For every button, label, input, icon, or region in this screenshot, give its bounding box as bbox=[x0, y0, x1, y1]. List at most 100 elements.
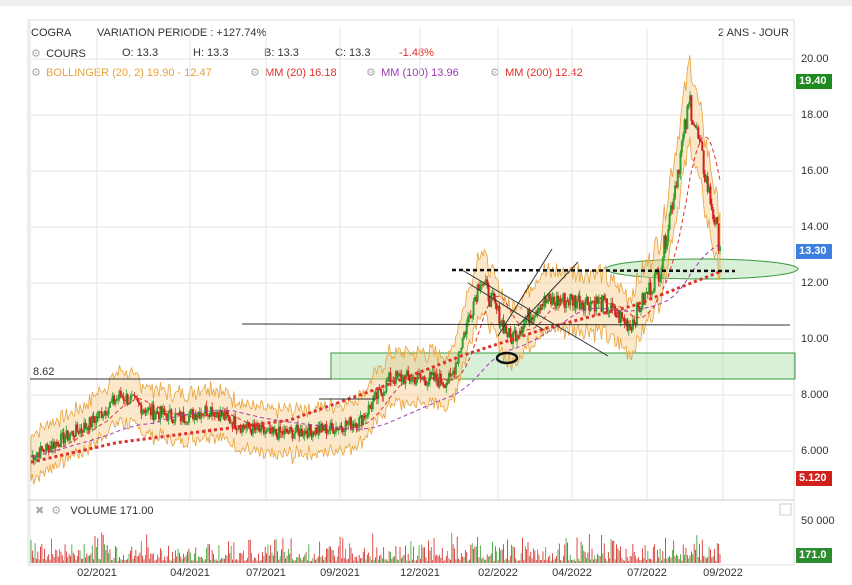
candle-body bbox=[460, 347, 463, 352]
candle-body bbox=[693, 124, 696, 126]
candle-body bbox=[627, 324, 630, 331]
gear-icon[interactable]: ⚙ bbox=[31, 67, 41, 79]
x-tick-label: 02/2021 bbox=[77, 567, 117, 579]
candle-body bbox=[539, 307, 542, 311]
candle-body bbox=[527, 309, 530, 319]
candle-body bbox=[687, 104, 690, 106]
candle-body bbox=[610, 303, 613, 312]
candle-body bbox=[283, 429, 286, 435]
gear-icon[interactable]: ⚙ bbox=[31, 48, 41, 60]
candle-body bbox=[39, 446, 42, 458]
candle-body bbox=[118, 390, 121, 399]
candle-body bbox=[213, 411, 216, 418]
candle-body bbox=[73, 436, 76, 438]
candle-body bbox=[192, 409, 195, 420]
candle-body bbox=[580, 302, 583, 310]
candle-body bbox=[498, 305, 501, 326]
candle-body bbox=[68, 436, 71, 441]
candle-body bbox=[373, 395, 376, 402]
variation-label: VARIATION PERIODE : +127.74% bbox=[97, 27, 267, 39]
candle-body bbox=[522, 322, 525, 329]
candle-body bbox=[281, 431, 284, 435]
candle-body bbox=[457, 353, 460, 364]
candle-body bbox=[415, 379, 418, 385]
x-tick-label: 07/2021 bbox=[246, 567, 286, 579]
candle-body bbox=[450, 374, 453, 376]
candle-body bbox=[227, 414, 230, 417]
candle-body bbox=[201, 413, 204, 416]
candle-body bbox=[370, 406, 373, 410]
candle-body bbox=[93, 420, 96, 424]
candle-body bbox=[605, 298, 608, 313]
candle-body bbox=[719, 246, 721, 251]
candle-body bbox=[599, 297, 602, 299]
candle-body bbox=[582, 305, 585, 311]
candle-body bbox=[669, 205, 672, 215]
candle-body bbox=[645, 291, 648, 293]
candle-body bbox=[194, 413, 197, 420]
candle-body bbox=[531, 316, 534, 321]
close-icon[interactable]: ✖ bbox=[35, 505, 45, 517]
candle-body bbox=[667, 229, 670, 242]
candle-body bbox=[359, 415, 362, 418]
candle-body bbox=[680, 141, 683, 153]
candle-body bbox=[220, 410, 223, 416]
candle-body bbox=[322, 427, 325, 431]
candle-body bbox=[642, 293, 645, 305]
candle-body bbox=[42, 449, 45, 451]
candle-body bbox=[198, 412, 201, 419]
candle-body bbox=[162, 408, 165, 415]
candle-body bbox=[265, 430, 268, 433]
candle-body bbox=[351, 423, 354, 429]
mm20-label: MM (20) 16.18 bbox=[265, 67, 337, 79]
candle-body bbox=[123, 400, 126, 402]
trendline-up-1 bbox=[497, 248, 553, 337]
candle-body bbox=[57, 442, 60, 446]
candle-body bbox=[385, 380, 388, 392]
candle-body bbox=[91, 416, 94, 427]
candle-body bbox=[492, 293, 495, 299]
candle-body bbox=[314, 427, 317, 435]
candle-body bbox=[650, 291, 653, 295]
candle-body bbox=[341, 427, 344, 433]
high-value: H: 13.3 bbox=[193, 47, 229, 59]
candle-body bbox=[400, 374, 403, 382]
candle-body bbox=[453, 370, 456, 375]
level-line-10 bbox=[241, 323, 791, 326]
candle-body bbox=[620, 312, 623, 318]
bollinger-legend: ⚙ BOLLINGER (20, 2) 19.90 - 12.47 bbox=[31, 66, 212, 79]
gear-icon[interactable]: ⚙ bbox=[250, 67, 260, 79]
candle-body bbox=[280, 431, 283, 433]
y-tick-label: 18.00 bbox=[801, 109, 829, 121]
gear-icon[interactable]: ⚙ bbox=[490, 67, 500, 79]
candle-body bbox=[239, 427, 242, 433]
candle-body bbox=[433, 372, 436, 381]
candle-body bbox=[473, 297, 476, 302]
candle-body bbox=[363, 415, 366, 418]
candle-body bbox=[416, 372, 419, 380]
y-tick-label: 12.00 bbox=[801, 277, 829, 289]
candle-body bbox=[300, 428, 303, 436]
candle-body bbox=[49, 445, 52, 453]
candle-body bbox=[388, 372, 391, 381]
candle-body bbox=[276, 434, 279, 440]
candle-body bbox=[472, 301, 475, 316]
period-label[interactable]: 2 ANS - JOUR bbox=[718, 27, 789, 39]
candle-body bbox=[111, 395, 114, 402]
gear-icon[interactable]: ⚙ bbox=[51, 505, 62, 517]
gear-icon[interactable]: ⚙ bbox=[366, 67, 376, 79]
candle-body bbox=[394, 371, 397, 384]
volume-tick: 50 000 bbox=[801, 515, 835, 527]
candle-body bbox=[242, 424, 245, 428]
candle-body bbox=[469, 315, 472, 319]
candle-body bbox=[69, 433, 72, 437]
candle-body bbox=[114, 401, 117, 405]
candle-body bbox=[307, 424, 310, 438]
candle-body bbox=[200, 413, 203, 419]
candle-body bbox=[556, 295, 559, 306]
open-value: O: 13.3 bbox=[122, 47, 159, 59]
candle-body bbox=[340, 425, 343, 428]
candle-body bbox=[701, 142, 704, 151]
candle-body bbox=[329, 422, 332, 430]
